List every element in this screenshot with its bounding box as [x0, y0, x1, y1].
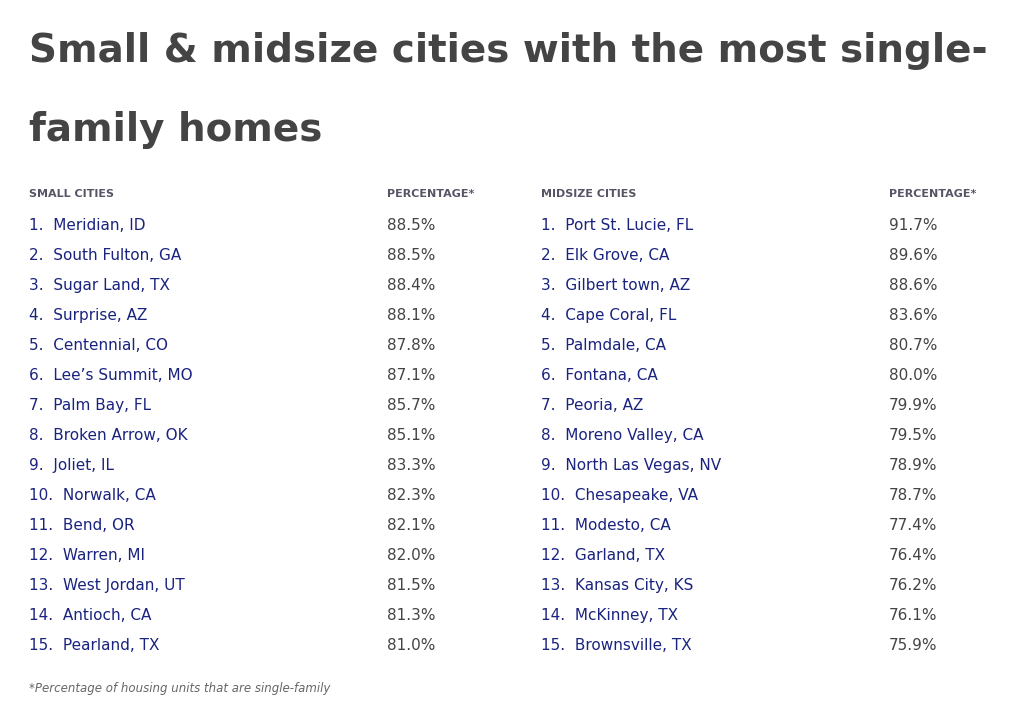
Text: 10.  Chesapeake, VA: 10. Chesapeake, VA — [541, 488, 697, 503]
Text: *Percentage of housing units that are single-family: *Percentage of housing units that are si… — [29, 682, 330, 695]
Text: 85.1%: 85.1% — [387, 428, 435, 443]
Text: MIDSIZE CITIES: MIDSIZE CITIES — [541, 189, 636, 199]
Text: 87.1%: 87.1% — [387, 368, 435, 383]
Text: 15.  Pearland, TX: 15. Pearland, TX — [29, 638, 159, 654]
Text: 13.  West Jordan, UT: 13. West Jordan, UT — [29, 578, 184, 593]
Text: 76.4%: 76.4% — [889, 548, 937, 563]
Text: 14.  Antioch, CA: 14. Antioch, CA — [29, 608, 152, 623]
Text: 79.5%: 79.5% — [889, 428, 937, 443]
Text: 81.3%: 81.3% — [387, 608, 435, 623]
Text: 6.  Lee’s Summit, MO: 6. Lee’s Summit, MO — [29, 368, 193, 383]
Text: 8.  Moreno Valley, CA: 8. Moreno Valley, CA — [541, 428, 703, 443]
Text: 88.5%: 88.5% — [387, 218, 435, 233]
Text: 88.1%: 88.1% — [387, 308, 435, 323]
Text: 77.4%: 77.4% — [889, 518, 937, 533]
Text: PERCENTAGE*: PERCENTAGE* — [387, 189, 474, 199]
Text: 83.3%: 83.3% — [387, 458, 435, 473]
Text: family homes: family homes — [29, 111, 322, 149]
Text: 4.  Cape Coral, FL: 4. Cape Coral, FL — [541, 308, 676, 323]
Text: 89.6%: 89.6% — [889, 248, 937, 263]
Text: 80.0%: 80.0% — [889, 368, 937, 383]
Text: 5.  Palmdale, CA: 5. Palmdale, CA — [541, 338, 666, 353]
Text: 6.  Fontana, CA: 6. Fontana, CA — [541, 368, 657, 383]
Text: 82.1%: 82.1% — [387, 518, 435, 533]
Text: 81.0%: 81.0% — [387, 638, 435, 654]
Text: 15.  Brownsville, TX: 15. Brownsville, TX — [541, 638, 691, 654]
Text: 76.1%: 76.1% — [889, 608, 937, 623]
Text: 9.  Joliet, IL: 9. Joliet, IL — [29, 458, 114, 473]
Text: 8.  Broken Arrow, OK: 8. Broken Arrow, OK — [29, 428, 187, 443]
Text: 76.2%: 76.2% — [889, 578, 937, 593]
Text: 83.6%: 83.6% — [889, 308, 937, 323]
Text: 82.3%: 82.3% — [387, 488, 435, 503]
Text: 78.7%: 78.7% — [889, 488, 937, 503]
Text: 12.  Garland, TX: 12. Garland, TX — [541, 548, 665, 563]
Text: 14.  McKinney, TX: 14. McKinney, TX — [541, 608, 678, 623]
Text: 81.5%: 81.5% — [387, 578, 435, 593]
Text: 11.  Bend, OR: 11. Bend, OR — [29, 518, 134, 533]
Text: 2.  South Fulton, GA: 2. South Fulton, GA — [29, 248, 181, 263]
Text: 11.  Modesto, CA: 11. Modesto, CA — [541, 518, 671, 533]
Text: 2.  Elk Grove, CA: 2. Elk Grove, CA — [541, 248, 669, 263]
Text: 88.5%: 88.5% — [387, 248, 435, 263]
Text: 79.9%: 79.9% — [889, 398, 937, 413]
Text: 7.  Palm Bay, FL: 7. Palm Bay, FL — [29, 398, 151, 413]
Text: 88.6%: 88.6% — [889, 278, 937, 293]
Text: 88.4%: 88.4% — [387, 278, 435, 293]
Text: 82.0%: 82.0% — [387, 548, 435, 563]
Text: 78.9%: 78.9% — [889, 458, 937, 473]
Text: 5.  Centennial, CO: 5. Centennial, CO — [29, 338, 168, 353]
Text: 87.8%: 87.8% — [387, 338, 435, 353]
Text: SMALL CITIES: SMALL CITIES — [29, 189, 114, 199]
Text: Small & midsize cities with the most single-: Small & midsize cities with the most sin… — [29, 32, 987, 70]
Text: 3.  Gilbert town, AZ: 3. Gilbert town, AZ — [541, 278, 690, 293]
Text: 91.7%: 91.7% — [889, 218, 937, 233]
Text: 13.  Kansas City, KS: 13. Kansas City, KS — [541, 578, 693, 593]
Text: 3.  Sugar Land, TX: 3. Sugar Land, TX — [29, 278, 170, 293]
Text: 7.  Peoria, AZ: 7. Peoria, AZ — [541, 398, 643, 413]
Text: 10.  Norwalk, CA: 10. Norwalk, CA — [29, 488, 156, 503]
Text: 12.  Warren, MI: 12. Warren, MI — [29, 548, 144, 563]
Text: 85.7%: 85.7% — [387, 398, 435, 413]
Text: 80.7%: 80.7% — [889, 338, 937, 353]
Text: 1.  Meridian, ID: 1. Meridian, ID — [29, 218, 145, 233]
Text: 9.  North Las Vegas, NV: 9. North Las Vegas, NV — [541, 458, 721, 473]
Text: 4.  Surprise, AZ: 4. Surprise, AZ — [29, 308, 147, 323]
Text: PERCENTAGE*: PERCENTAGE* — [889, 189, 976, 199]
Text: 1.  Port St. Lucie, FL: 1. Port St. Lucie, FL — [541, 218, 693, 233]
Text: 75.9%: 75.9% — [889, 638, 937, 654]
